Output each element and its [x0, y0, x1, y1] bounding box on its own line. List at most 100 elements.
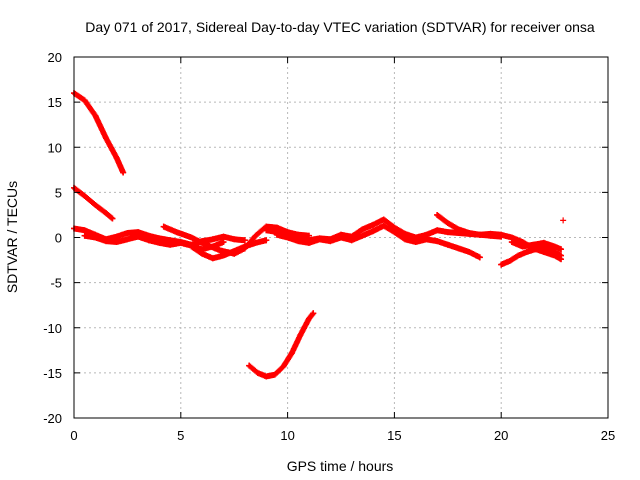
data-point: [92, 112, 99, 119]
data-point: [297, 331, 304, 338]
data-point: [515, 252, 522, 259]
data-point: [549, 248, 556, 255]
data-point: [288, 350, 295, 357]
data-point: [327, 238, 334, 245]
data-point: [252, 239, 259, 246]
data-point: [434, 227, 441, 234]
data-point: [380, 216, 387, 223]
data-point: [476, 231, 483, 238]
data-point: [310, 310, 317, 317]
data-point: [252, 232, 259, 239]
data-point: [263, 237, 270, 244]
data-point: [530, 241, 537, 248]
y-tick-label: -20: [43, 411, 62, 426]
data-point: [231, 236, 238, 243]
data-point: [519, 243, 526, 250]
data-point: [560, 217, 567, 224]
x-tick-label: 10: [280, 428, 294, 443]
data-point: [305, 239, 312, 246]
y-tick-label: 0: [55, 231, 62, 246]
data-point: [444, 229, 451, 236]
chart-title: Day 071 of 2017, Sidereal Day-to-day VTE…: [85, 19, 595, 35]
data-point: [295, 238, 302, 245]
data-point: [160, 223, 167, 230]
data-point: [177, 239, 184, 246]
series-outlier: [560, 217, 567, 224]
data-point: [124, 229, 131, 236]
x-tick-label: 25: [601, 428, 615, 443]
data-point: [209, 236, 216, 243]
data-point: [124, 236, 131, 243]
data-point: [402, 236, 409, 243]
data-point: [523, 248, 530, 255]
data-point: [254, 369, 261, 376]
data-point: [103, 238, 110, 245]
x-tick-label: 15: [387, 428, 401, 443]
data-point: [81, 232, 88, 239]
data-point: [156, 239, 163, 246]
data-point: [476, 254, 483, 261]
data-point: [220, 239, 227, 246]
data-point: [444, 241, 451, 248]
data-point: [305, 315, 312, 322]
data-point: [466, 229, 473, 236]
data-point: [498, 261, 505, 268]
data-point: [220, 233, 227, 240]
data-point: [455, 245, 462, 252]
data-point: [103, 135, 110, 142]
data-point: [216, 247, 223, 254]
data-point: [167, 241, 174, 248]
data-point: [295, 232, 302, 239]
series-track-f-arc: [160, 223, 312, 257]
y-tick-label: -5: [50, 276, 62, 291]
data-point: [558, 252, 565, 259]
data-point: [338, 234, 344, 241]
x-tick-label: 20: [494, 428, 508, 443]
data-point: [81, 192, 88, 199]
data-point: [271, 371, 278, 378]
data-point: [188, 243, 195, 250]
data-point: [348, 237, 355, 244]
data-point: [316, 236, 323, 243]
data-point: [487, 230, 494, 237]
data-point: [173, 229, 180, 236]
data-point: [145, 237, 152, 244]
data-point: [434, 211, 441, 218]
data-point: [551, 243, 558, 250]
data-point: [113, 239, 120, 246]
data-point: [92, 234, 99, 241]
x-tick-label: 0: [70, 428, 77, 443]
y-tick-label: 10: [48, 140, 62, 155]
data-point: [402, 230, 409, 237]
data-point: [81, 227, 88, 234]
data-point: [498, 231, 505, 238]
data-point: [109, 215, 116, 222]
series-track-i-middle-low: [273, 222, 483, 261]
y-tick-label: -10: [43, 321, 62, 336]
data-point: [113, 233, 120, 240]
data-point: [241, 245, 248, 252]
data-point: [209, 255, 216, 262]
data-point: [466, 248, 473, 255]
data-point: [359, 226, 366, 233]
data-point: [263, 373, 270, 380]
data-point: [199, 250, 206, 257]
data-point: [92, 202, 99, 209]
data-point: [506, 257, 513, 264]
data-point: [540, 239, 547, 246]
data-layer: [71, 90, 567, 380]
data-point: [508, 239, 515, 246]
data-point: [273, 231, 280, 238]
data-point: [263, 227, 270, 234]
y-tick-label: 5: [55, 185, 62, 200]
data-point: [81, 97, 88, 104]
data-point: [434, 238, 441, 245]
data-point: [412, 239, 419, 246]
tick-layer: 0 5 10 15 20 25 -20 -15 -10 -5 0 5 10 15 20: [43, 50, 615, 443]
series-track-k-end: [498, 245, 565, 268]
data-point: [231, 250, 238, 257]
data-point: [241, 237, 248, 244]
data-point: [120, 169, 127, 176]
x-tick-label: 5: [177, 428, 184, 443]
